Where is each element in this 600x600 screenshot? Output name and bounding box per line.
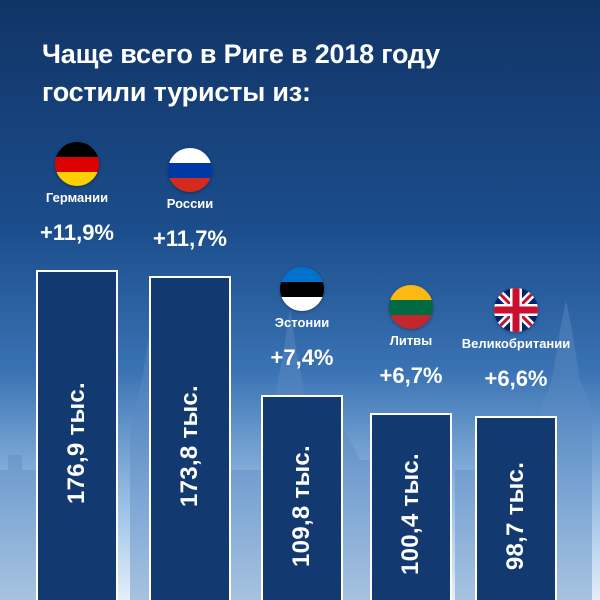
bar-4 bbox=[370, 412, 452, 600]
bar-value-label: 100,4 тыс. bbox=[397, 453, 424, 576]
russia-flag-icon bbox=[168, 147, 212, 192]
bar-value-label: 109,8 тыс. bbox=[288, 444, 315, 567]
country-label: Литвы bbox=[389, 332, 433, 348]
bar-1 bbox=[36, 270, 118, 600]
country-label: Великобритании bbox=[461, 335, 571, 351]
country-label: Германии bbox=[45, 190, 109, 205]
country-label: Эстонии bbox=[274, 315, 330, 331]
lithuania-flag-icon bbox=[389, 284, 433, 329]
change-percent-label: +6,7% bbox=[379, 362, 443, 388]
country-label: России bbox=[166, 195, 214, 211]
chart-title-line-2: гостили туристы из: bbox=[42, 77, 311, 107]
change-percent-label: +6,6% bbox=[484, 365, 548, 391]
bar-3 bbox=[261, 395, 343, 600]
germany-flag-icon bbox=[55, 142, 99, 186]
estonia-flag-icon bbox=[280, 267, 324, 312]
bar-value-label: 98,7 тыс. bbox=[502, 461, 529, 571]
bar-value-label: 173,8 тыс. bbox=[176, 384, 203, 507]
chart-title-line-1: Чаще всего в Риге в 2018 году bbox=[42, 39, 440, 69]
bar-value-label: 176,9 тыс. bbox=[63, 382, 90, 504]
change-percent-label: +7,4% bbox=[270, 345, 334, 371]
uk-flag-icon bbox=[494, 287, 538, 332]
bar-5 bbox=[475, 415, 557, 600]
bar-2 bbox=[149, 275, 231, 600]
change-percent-label: +11,7% bbox=[152, 225, 227, 251]
change-percent-label: +11,9% bbox=[39, 220, 114, 245]
